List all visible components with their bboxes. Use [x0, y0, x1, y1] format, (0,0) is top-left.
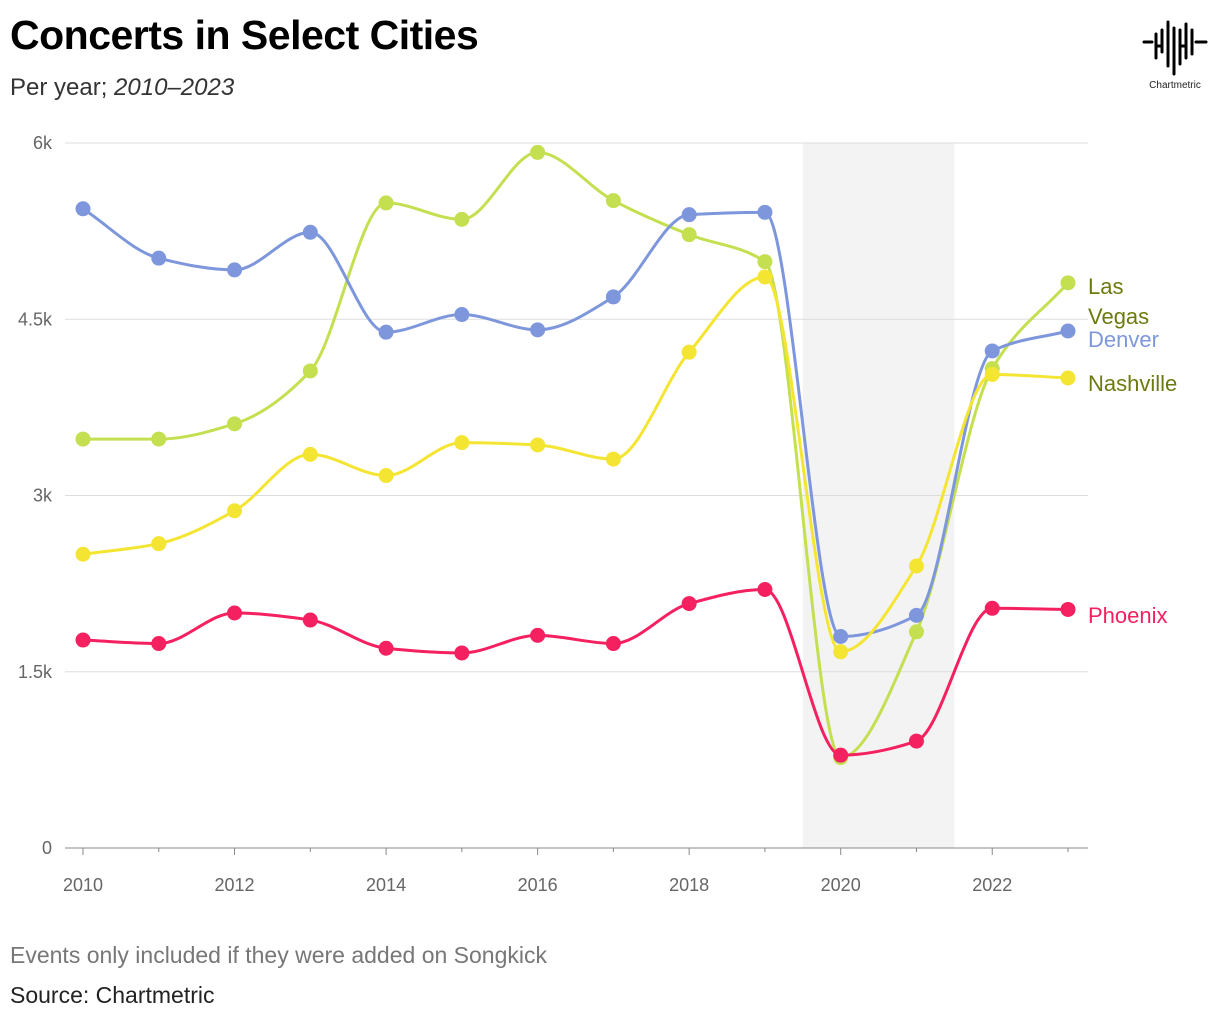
- x-tick-label: 2016: [518, 875, 558, 895]
- data-point-phoenix: [75, 632, 91, 648]
- data-point-nashville: [227, 503, 243, 519]
- data-point-las-vegas: [908, 624, 924, 640]
- series-points-layer: [75, 144, 1076, 766]
- data-point-denver: [984, 343, 1000, 359]
- data-point-denver: [151, 250, 167, 266]
- data-point-nashville: [605, 451, 621, 467]
- y-tick-label: 6k: [33, 133, 53, 153]
- data-point-nashville: [75, 546, 91, 562]
- data-point-denver: [681, 207, 697, 223]
- source-note: Source: Chartmetric: [10, 982, 215, 1008]
- data-point-denver: [227, 262, 243, 278]
- data-point-denver: [757, 204, 773, 220]
- page-subtitle: Per year; 2010–2023: [10, 74, 234, 102]
- data-point-nashville: [833, 644, 849, 660]
- data-point-phoenix: [302, 612, 318, 628]
- data-point-las-vegas: [75, 431, 91, 447]
- data-point-phoenix: [454, 645, 470, 661]
- data-point-phoenix: [681, 596, 697, 612]
- x-tick-label: 2012: [215, 875, 255, 895]
- data-point-phoenix: [833, 747, 849, 763]
- data-point-phoenix: [1060, 601, 1076, 617]
- grid-layer: [65, 142, 1088, 673]
- data-point-denver: [605, 289, 621, 305]
- data-point-nashville: [378, 468, 394, 484]
- data-point-nashville: [757, 269, 773, 285]
- data-point-phoenix: [605, 636, 621, 652]
- axis-layer: 0 1.5k 3k 4.5k 6k 2010 2012 2014 2016 2018 2020 202…: [18, 133, 1088, 895]
- data-point-phoenix: [378, 640, 394, 656]
- series-label-denver: Denver: [1088, 327, 1159, 352]
- x-tick-label: 2010: [63, 875, 103, 895]
- x-tick-label: 2022: [972, 875, 1012, 895]
- page-title: Concerts in Select Cities: [10, 12, 479, 58]
- data-point-denver: [1060, 323, 1076, 339]
- data-point-denver: [530, 322, 546, 338]
- y-tick-label: 0: [42, 838, 52, 858]
- series-label-nashville: Nashville: [1088, 371, 1177, 396]
- series-label-las-vegas: Las: [1088, 274, 1123, 299]
- data-point-phoenix: [908, 733, 924, 749]
- data-point-las-vegas: [302, 363, 318, 379]
- y-tick-label: 4.5k: [18, 309, 53, 329]
- footnote: Events only included if they were added …: [10, 942, 547, 968]
- data-point-denver: [302, 224, 318, 240]
- data-point-nashville: [908, 558, 924, 574]
- data-point-nashville: [984, 366, 1000, 382]
- soundwave-logo-icon: [1142, 20, 1208, 76]
- data-point-denver: [378, 324, 394, 340]
- x-tick-label: 2020: [821, 875, 861, 895]
- data-point-las-vegas: [681, 227, 697, 243]
- data-point-phoenix: [227, 605, 243, 621]
- data-point-nashville: [151, 536, 167, 552]
- data-point-las-vegas: [227, 416, 243, 432]
- data-point-las-vegas: [757, 254, 773, 270]
- subtitle-prefix: Per year;: [10, 74, 115, 101]
- data-point-las-vegas: [1060, 275, 1076, 291]
- data-point-phoenix: [151, 636, 167, 652]
- subtitle-range: 2010–2023: [114, 74, 235, 101]
- data-point-las-vegas: [378, 195, 394, 211]
- data-point-las-vegas: [454, 211, 470, 227]
- y-tick-label: 3k: [33, 486, 53, 506]
- x-tick-label: 2018: [669, 875, 709, 895]
- data-point-nashville: [530, 437, 546, 453]
- data-point-denver: [908, 607, 924, 623]
- data-point-phoenix: [757, 582, 773, 597]
- series-label-las-vegas: Vegas: [1088, 304, 1149, 329]
- x-tick-label: 2014: [366, 875, 406, 895]
- data-point-phoenix: [984, 600, 1000, 616]
- data-point-denver: [75, 201, 91, 217]
- data-point-nashville: [454, 435, 470, 451]
- data-point-las-vegas: [530, 144, 546, 160]
- logo-text: Chartmetric: [1149, 80, 1201, 91]
- data-point-denver: [833, 629, 849, 644]
- y-tick-label: 1.5k: [18, 662, 53, 682]
- data-point-phoenix: [530, 627, 546, 643]
- data-point-denver: [454, 307, 470, 323]
- data-point-nashville: [1060, 370, 1076, 386]
- data-point-las-vegas: [151, 431, 167, 447]
- data-point-nashville: [681, 344, 697, 360]
- series-label-phoenix: Phoenix: [1088, 603, 1168, 628]
- data-point-nashville: [302, 446, 318, 462]
- data-point-las-vegas: [605, 193, 621, 209]
